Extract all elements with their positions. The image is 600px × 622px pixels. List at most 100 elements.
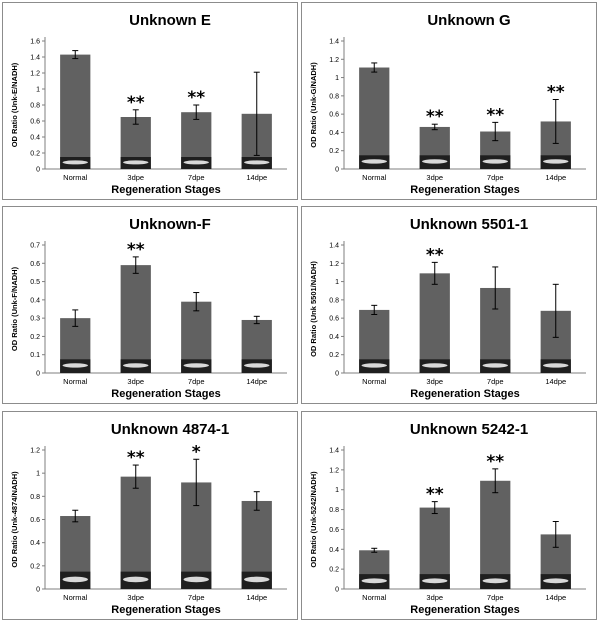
gel-band bbox=[543, 363, 569, 368]
gel-band bbox=[361, 159, 387, 164]
y-tick-label: 1 bbox=[335, 487, 339, 494]
gel-band bbox=[183, 363, 209, 368]
gel-band bbox=[422, 159, 448, 164]
significance-marker: ** bbox=[426, 245, 444, 265]
gel-band bbox=[62, 160, 88, 165]
y-tick-label: 1.4 bbox=[329, 243, 339, 250]
y-tick-label: 0.2 bbox=[329, 148, 339, 155]
y-tick-label: 0 bbox=[335, 167, 339, 174]
y-tick-label: 0.7 bbox=[30, 243, 40, 250]
y-tick-label: 0.6 bbox=[30, 119, 40, 126]
y-tick-label: 1.2 bbox=[329, 467, 339, 474]
gel-band bbox=[543, 159, 569, 164]
gel-band bbox=[62, 363, 88, 368]
gel-band bbox=[422, 578, 448, 584]
y-tick-label: 1.2 bbox=[30, 71, 40, 78]
y-tick-label: 0.8 bbox=[329, 297, 339, 304]
x-tick-label: 14dpe bbox=[246, 593, 267, 602]
y-tick-label: 0 bbox=[36, 167, 40, 174]
y-tick-label: 0.6 bbox=[30, 517, 40, 524]
chart-title: Unknown 5501-1 bbox=[410, 216, 528, 233]
y-axis-label: OD Ratio (Unk-G/NADH) bbox=[309, 62, 318, 148]
y-tick-label: 0.5 bbox=[30, 279, 40, 286]
significance-marker: ** bbox=[127, 93, 145, 113]
x-tick-label: 3dpe bbox=[426, 173, 443, 182]
gel-band bbox=[123, 576, 149, 583]
bar bbox=[120, 265, 151, 373]
y-axis-label: OD Ratio (Unk-E/NADH) bbox=[10, 62, 19, 147]
chart-svg: Unknown 5242-1 0 0.2 0.4 0.6 0.8 1 1.2 1.4 OD Rat… bbox=[309, 421, 586, 616]
gel-band bbox=[361, 363, 387, 368]
bar bbox=[419, 273, 450, 373]
gel-band bbox=[123, 363, 149, 368]
x-tick-label: Normal bbox=[63, 593, 88, 602]
chart-panel-unknown-5242-1: Unknown 5242-1 0 0.2 0.4 0.6 0.8 1 1.2 1.4 OD Rat… bbox=[301, 411, 597, 620]
gel-band bbox=[361, 578, 387, 584]
y-tick-label: 1 bbox=[36, 87, 40, 94]
y-tick-label: 0 bbox=[36, 371, 40, 378]
gel-band bbox=[244, 576, 270, 583]
y-axis-label: OD Ratio (Unk-5242/NADH) bbox=[309, 471, 318, 568]
y-tick-label: 0.2 bbox=[30, 563, 40, 570]
x-axis-label: Regeneration Stages bbox=[410, 388, 519, 400]
y-tick-label: 0.6 bbox=[329, 316, 339, 323]
x-tick-label: 3dpe bbox=[426, 377, 443, 386]
y-tick-label: 1.6 bbox=[30, 39, 40, 46]
y-tick-label: 0.8 bbox=[30, 494, 40, 501]
chart-panel-unknown-f: Unknown-F 0 0.1 0.2 0.3 0.4 0.5 0.6 0.7 OD Ratio … bbox=[2, 206, 298, 404]
x-axis-label: Regeneration Stages bbox=[111, 184, 220, 196]
y-tick-label: 0.2 bbox=[329, 567, 339, 574]
y-tick-label: 0.4 bbox=[329, 547, 339, 554]
y-tick-label: 1.4 bbox=[329, 39, 339, 46]
y-tick-label: 0 bbox=[335, 587, 339, 594]
significance-marker: ** bbox=[486, 105, 504, 125]
x-axis-label: Regeneration Stages bbox=[410, 184, 519, 196]
y-tick-label: 1.2 bbox=[30, 448, 40, 455]
gel-band bbox=[123, 160, 149, 165]
gel-band bbox=[62, 576, 88, 583]
x-tick-label: 14dpe bbox=[246, 173, 267, 182]
x-tick-label: 7dpe bbox=[188, 173, 205, 182]
significance-marker: ** bbox=[426, 485, 444, 505]
gel-band bbox=[244, 160, 270, 165]
chart-svg: Unknown 4874-1 0 0.2 0.4 0.6 0.8 1 1.2 OD Ratio … bbox=[10, 421, 287, 616]
x-tick-label: Normal bbox=[362, 377, 387, 386]
chart-panel-unknown-e: Unknown E 0 0.2 0.4 0.6 0.8 1 1.2 1.4 1.6 OD Ratio… bbox=[2, 2, 298, 200]
x-tick-label: 7dpe bbox=[188, 377, 205, 386]
y-tick-label: 1.2 bbox=[329, 261, 339, 268]
chart-panel-unknown-5501-1: Unknown 5501-1 0 0.2 0.4 0.6 0.8 1 1.2 1.4 OD Rat… bbox=[301, 206, 597, 404]
x-tick-label: 14dpe bbox=[545, 377, 566, 386]
gel-band bbox=[183, 576, 209, 583]
y-tick-label: 0.6 bbox=[329, 112, 339, 119]
gel-band bbox=[183, 160, 209, 165]
y-tick-label: 0.4 bbox=[30, 297, 40, 304]
x-tick-label: Normal bbox=[362, 173, 387, 182]
x-tick-label: 7dpe bbox=[487, 173, 504, 182]
gel-band bbox=[244, 363, 270, 368]
y-tick-label: 1.4 bbox=[30, 55, 40, 62]
significance-marker: ** bbox=[547, 83, 565, 103]
y-tick-label: 1 bbox=[335, 279, 339, 286]
x-axis-label: Regeneration Stages bbox=[111, 604, 220, 616]
y-tick-label: 0.2 bbox=[30, 151, 40, 158]
x-tick-label: 3dpe bbox=[127, 377, 144, 386]
chart-title: Unknown G bbox=[427, 12, 510, 29]
bar bbox=[120, 476, 151, 589]
y-tick-label: 0.2 bbox=[30, 334, 40, 341]
chart-title: Unknown 4874-1 bbox=[111, 421, 229, 438]
y-axis-label: OD Ratio (Unk-F/NADH) bbox=[10, 266, 19, 351]
y-tick-label: 0.3 bbox=[30, 316, 40, 323]
x-tick-label: 3dpe bbox=[426, 593, 443, 602]
x-tick-label: 7dpe bbox=[487, 377, 504, 386]
x-tick-label: 14dpe bbox=[545, 593, 566, 602]
y-tick-label: 1 bbox=[335, 75, 339, 82]
x-axis-label: Regeneration Stages bbox=[410, 604, 519, 616]
x-axis-label: Regeneration Stages bbox=[111, 388, 220, 400]
significance-marker: ** bbox=[486, 452, 504, 472]
x-tick-label: Normal bbox=[362, 593, 387, 602]
significance-marker: ** bbox=[127, 240, 145, 260]
bar bbox=[480, 480, 511, 589]
x-tick-label: Normal bbox=[63, 377, 88, 386]
chart-svg: Unknown 5501-1 0 0.2 0.4 0.6 0.8 1 1.2 1.4 OD Rat… bbox=[309, 216, 586, 400]
y-tick-label: 0.4 bbox=[329, 334, 339, 341]
